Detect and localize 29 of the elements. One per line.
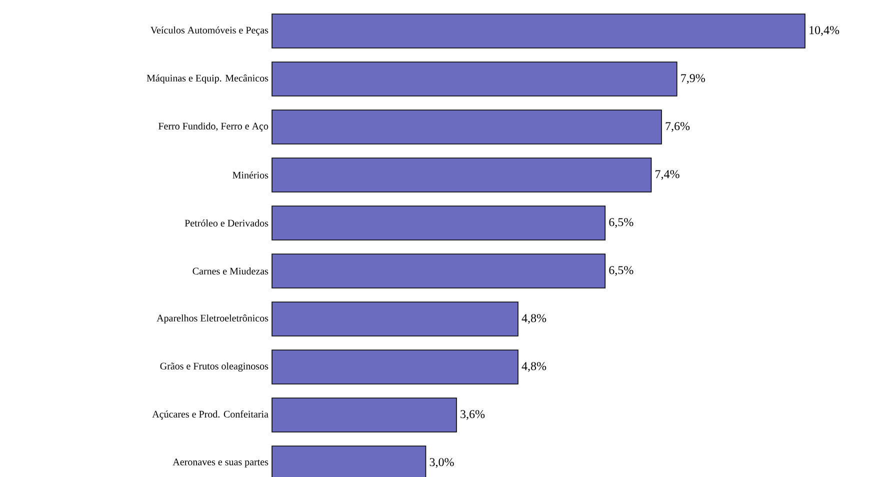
y-tick-label: Grãos e Frutos oleaginosos xyxy=(160,362,268,372)
y-tick-label: Aeronaves e suas partes xyxy=(172,458,268,468)
data-label: 6,5% xyxy=(609,218,634,228)
bar xyxy=(272,206,606,240)
y-tick-label: Minérios xyxy=(232,171,268,179)
bar xyxy=(272,14,806,48)
bar xyxy=(272,398,457,432)
bar xyxy=(272,254,606,288)
data-label: 10,4% xyxy=(810,26,840,36)
bar xyxy=(272,110,662,144)
data-label: 3,0% xyxy=(430,458,454,468)
y-tick-label: Aparelhos Eletroeletrônicos xyxy=(156,314,268,324)
y-tick-label: Carnes e Miudezas xyxy=(192,267,268,275)
bar xyxy=(272,158,652,192)
data-label: 4,8% xyxy=(522,362,546,372)
data-label: 3,6% xyxy=(460,410,485,420)
data-label: 7,4% xyxy=(656,170,680,180)
y-tick-label: Veículos Automóveis e Peças xyxy=(150,26,268,36)
bar xyxy=(272,62,678,96)
data-label: 4,8% xyxy=(522,314,546,324)
y-tick-label: Petróleo e Derivados xyxy=(184,219,268,227)
y-tick-label: Máquinas e Equip. Mecânicos xyxy=(146,74,268,84)
data-label: 7,6% xyxy=(666,122,690,132)
bar xyxy=(272,302,518,336)
bar xyxy=(272,350,518,384)
y-tick-label: Açúcares e Prod. Confeitaria xyxy=(152,410,268,420)
y-tick-label: Ferro Fundido, Ferro e Aço xyxy=(158,122,268,132)
data-label: 6,5% xyxy=(609,266,634,276)
data-label: 7,9% xyxy=(681,74,705,84)
